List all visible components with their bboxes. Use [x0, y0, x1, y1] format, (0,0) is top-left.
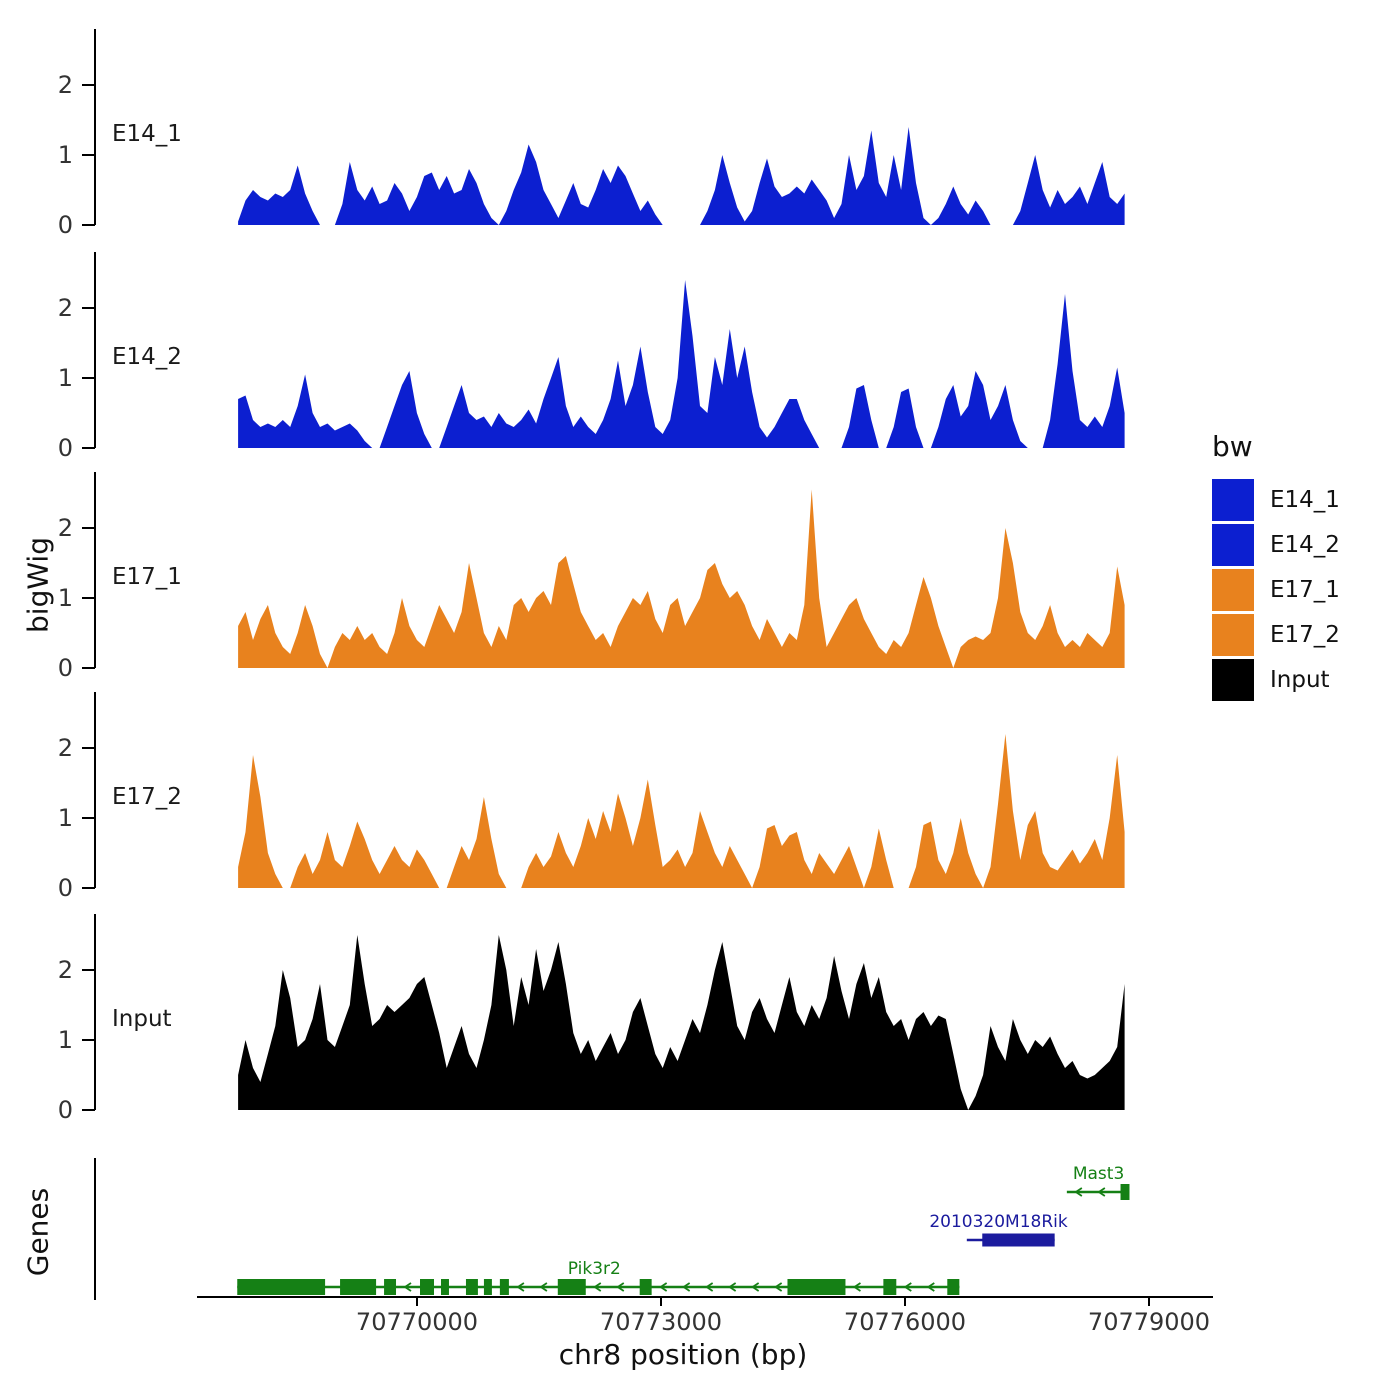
gene-Pik3r2: Pik3r2 [237, 1259, 960, 1295]
track-area-E14_2 [238, 280, 1125, 448]
y-tick-label: 0 [58, 1096, 73, 1124]
strand-arrow-icon [659, 1282, 668, 1292]
legend-item-E17_1: E17_1 [1212, 569, 1340, 611]
x-tick-label: 70773000 [600, 1308, 722, 1336]
gene-2010320M18Rik: 2010320M18Rik [929, 1212, 1068, 1247]
strand-arrow-icon [682, 1282, 691, 1292]
strand-arrow-icon [1097, 1187, 1106, 1197]
y-tick-label: 0 [58, 654, 73, 682]
strand-arrow-icon [516, 1282, 525, 1292]
genes-panel: Mast3 2010320M18Rik Pik3r2 [94, 1158, 1130, 1300]
strand-arrow-icon [616, 1282, 625, 1292]
legend: bw E14_1 E14_2 E17_1 E17_2 Input [1212, 430, 1340, 704]
track-area-E14_1 [238, 127, 1125, 225]
legend-item-E14_2: E14_2 [1212, 524, 1340, 566]
gene-label: Mast3 [1073, 1164, 1124, 1184]
legend-swatch-icon [1212, 659, 1254, 701]
track-E14_1: 0 1 2 E14_1 [58, 29, 1125, 239]
gene-exon [384, 1279, 397, 1295]
y-tick-label: 2 [58, 294, 73, 322]
track-Input: 0 1 2 Input [58, 914, 1125, 1124]
strand-arrow-icon [852, 1282, 861, 1292]
x-tick-label: 70770000 [356, 1308, 478, 1336]
y-tick-label: 1 [58, 1026, 73, 1054]
gene-exon [499, 1279, 509, 1295]
y-tick-label: 1 [58, 584, 73, 612]
y-axis-title: bigWig [21, 537, 55, 633]
strand-arrow-icon [728, 1282, 737, 1292]
legend-label: E14_1 [1270, 487, 1340, 513]
gene-exon [465, 1279, 478, 1295]
gene-exon [440, 1279, 449, 1295]
gene-exon [883, 1279, 897, 1295]
gene-exon [639, 1279, 652, 1295]
y-tick-label: 1 [58, 804, 73, 832]
legend-label: E14_2 [1270, 532, 1340, 558]
strand-arrow-icon [705, 1282, 714, 1292]
y-tick-label: 0 [58, 211, 73, 239]
legend-label: E17_2 [1270, 622, 1340, 648]
legend-label: Input [1270, 667, 1330, 693]
gene-exon [340, 1279, 377, 1295]
track-E14_2: 0 1 2 E14_2 [58, 252, 1125, 462]
strand-arrow-icon [926, 1282, 935, 1292]
genes-axis-title: Genes [21, 1187, 55, 1277]
legend-swatch-icon [1212, 479, 1254, 521]
legend-item-Input: Input [1212, 659, 1340, 701]
y-tick-label: 1 [58, 141, 73, 169]
legend-swatch-icon [1212, 569, 1254, 611]
track-area-Input [238, 935, 1125, 1110]
gene-label: 2010320M18Rik [929, 1212, 1068, 1232]
y-tick-label: 2 [58, 734, 73, 762]
x-axis: 70770000 70773000 70776000 70779000 [197, 1296, 1213, 1336]
y-tick-label: 1 [58, 364, 73, 392]
y-tick-label: 2 [58, 71, 73, 99]
x-axis-title: chr8 position (bp) [558, 1338, 808, 1371]
y-tick-label: 0 [58, 434, 73, 462]
y-tick-label: 0 [58, 874, 73, 902]
gene-exon [947, 1279, 960, 1295]
track-label: E17_2 [112, 784, 182, 810]
track-label: E17_1 [112, 564, 182, 590]
legend-swatch-icon [1212, 614, 1254, 656]
strand-arrow-icon [751, 1282, 760, 1292]
x-tick-label: 70776000 [844, 1308, 966, 1336]
gene-exon [237, 1279, 326, 1295]
strand-arrow-icon [903, 1282, 912, 1292]
x-tick-label: 70779000 [1088, 1308, 1210, 1336]
legend-swatch-icon [1212, 524, 1254, 566]
legend-item-E14_1: E14_1 [1212, 479, 1340, 521]
legend-item-E17_2: E17_2 [1212, 614, 1340, 656]
strand-arrow-icon [1074, 1187, 1083, 1197]
strand-arrow-icon [403, 1282, 412, 1292]
strand-arrow-icon [539, 1282, 548, 1292]
track-area-E17_2 [238, 734, 1125, 888]
track-label: E14_2 [112, 344, 182, 370]
track-E17_2: 0 1 2 E17_2 [58, 692, 1125, 902]
legend-items: E14_1 E14_2 E17_1 E17_2 Input [1212, 479, 1340, 701]
gene-exon [420, 1279, 434, 1295]
y-tick-label: 2 [58, 514, 73, 542]
track-label: Input [112, 1006, 172, 1032]
gene-exon [1120, 1184, 1130, 1200]
strand-arrow-icon [593, 1282, 602, 1292]
track-label: E14_1 [112, 121, 182, 147]
gene-exon [982, 1233, 1055, 1247]
gene-exon [483, 1279, 492, 1295]
strand-arrow-icon [774, 1282, 783, 1292]
gene-label: Pik3r2 [568, 1259, 621, 1279]
track-area-E17_1 [238, 489, 1125, 668]
legend-title: bw [1212, 430, 1253, 463]
gene-exon [557, 1279, 586, 1295]
gene-exon [787, 1279, 846, 1295]
legend-label: E17_1 [1270, 577, 1340, 603]
gene-Mast3: Mast3 [1066, 1164, 1130, 1200]
track-E17_1: 0 1 2 E17_1 [58, 472, 1125, 682]
y-tick-label: 2 [58, 956, 73, 984]
